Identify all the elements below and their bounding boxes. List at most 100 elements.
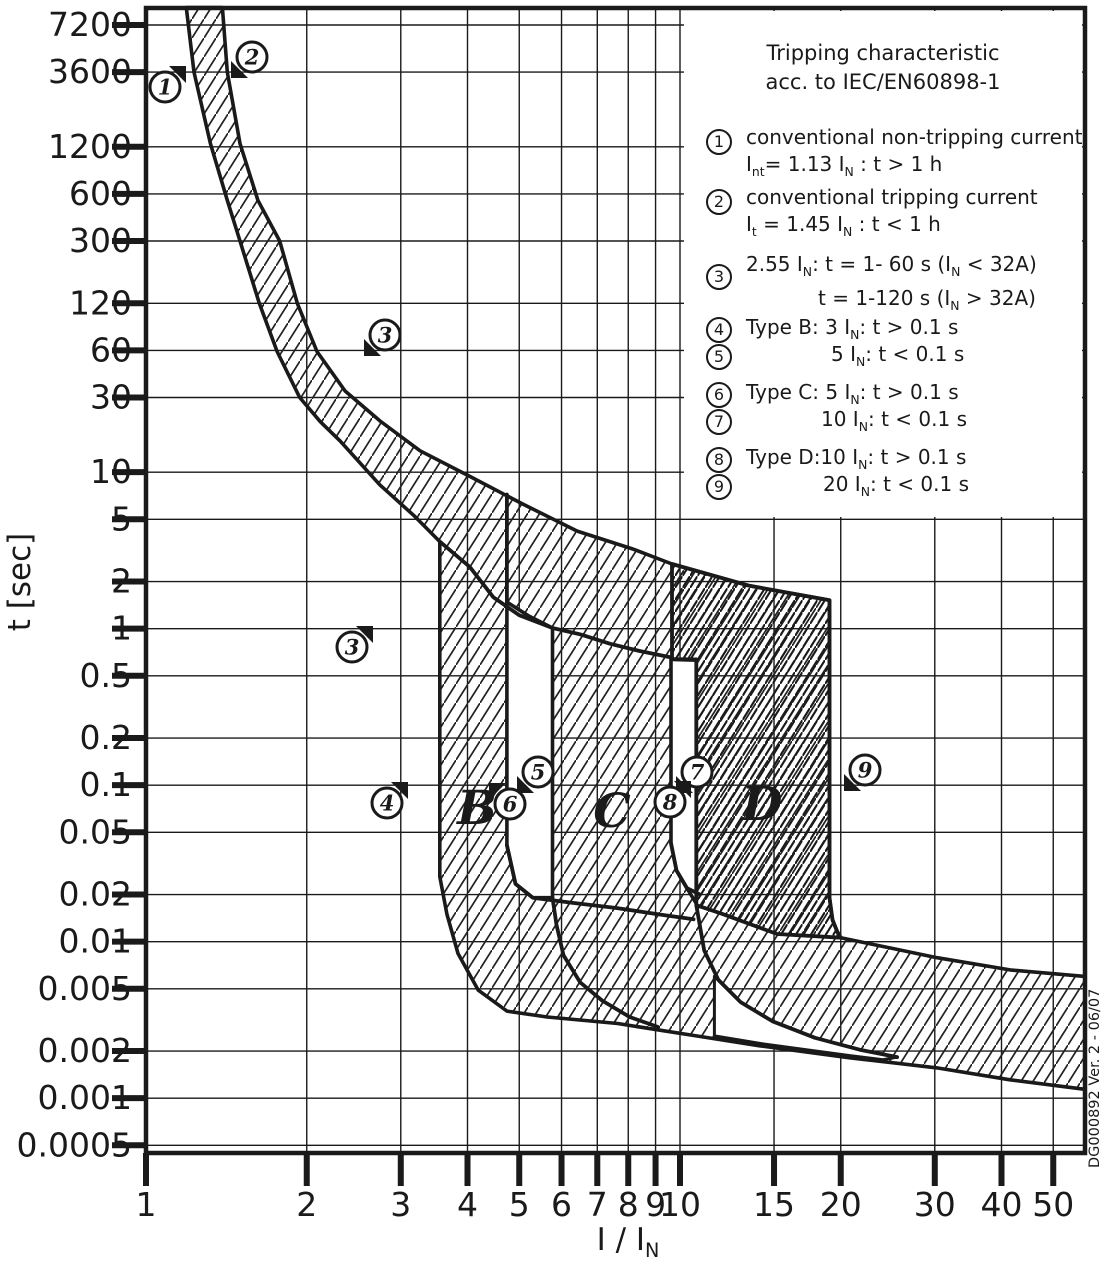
legend-item-line: Type C: 5 IN: t > 0.1 s — [746, 380, 959, 407]
legend-item-number-8: 8 — [706, 447, 732, 473]
x-tick-label: 50 — [1032, 1185, 1074, 1224]
x-tick-label: 1 — [136, 1185, 157, 1224]
white-gap-b-c — [505, 600, 555, 900]
marker-circle — [370, 786, 404, 820]
marker-number: 3 — [345, 635, 360, 660]
legend-item-number-7: 7 — [706, 409, 732, 435]
curve-label-D: D — [740, 777, 783, 832]
marker-flag-icon — [489, 783, 506, 800]
x-tick-label: 15 — [753, 1185, 795, 1224]
legend-item-text-9: 20 IN: t < 0.1 s — [746, 471, 969, 505]
boundary-line-lower-boundary-extension — [437, 539, 673, 660]
thermal-and-bc-band-region — [184, 5, 1087, 1092]
legend-item-line: conventional non-tripping current — [746, 125, 1083, 149]
marker-flag-icon — [674, 781, 691, 798]
legend-item-line: 2.55 IN: t = 1- 60 s (IN < 32A) — [746, 252, 1037, 279]
marker-circle — [521, 755, 555, 789]
x-axis-title: I / IN — [596, 1222, 660, 1263]
marker-5: 5 — [517, 755, 555, 793]
marker-number: 7 — [690, 760, 705, 785]
boundary-line-b-instantaneous-step — [505, 843, 696, 922]
marker-number: 3 — [378, 323, 393, 348]
y-tick-label: 0.2 — [80, 718, 132, 757]
y-tick-label: 60 — [90, 330, 132, 369]
legend-item-number-5: 5 — [706, 344, 732, 370]
x-tick-label: 2 — [296, 1185, 317, 1224]
legend-item-number-1: 1 — [706, 129, 732, 155]
y-tick-label: 120 — [69, 283, 132, 322]
legend-item-line: 5 IN: t < 0.1 s — [831, 342, 965, 369]
marker-2: 2 — [231, 40, 269, 78]
legend-item-line: Type D:10 IN: t > 0.1 s — [746, 445, 967, 472]
marker-flag-icon — [231, 61, 248, 78]
x-tick-label: 20 — [820, 1185, 862, 1224]
y-tick-label: 5 — [111, 499, 132, 538]
legend-item-text-6: Type C: 5 IN: t > 0.1 s — [746, 379, 959, 413]
type-d-band-region — [670, 562, 843, 940]
marker-flag-icon — [844, 774, 861, 791]
y-tick-label: 0.02 — [59, 875, 132, 914]
boundary-lines — [437, 492, 899, 1059]
marker-8: 8 — [653, 781, 691, 819]
marker-flag-icon — [169, 66, 186, 83]
x-tick-label: 3 — [390, 1185, 411, 1224]
axis-ticks — [112, 22, 1057, 1186]
marker-3: 3 — [364, 318, 402, 356]
y-tick-label: 0.002 — [38, 1031, 132, 1070]
boundary-line-c-left-lower-bend — [550, 895, 660, 1029]
marker-flag-icon — [356, 626, 373, 643]
legend-item-line: 10 IN: t < 0.1 s — [821, 407, 967, 434]
y-tick-label: 0.01 — [59, 922, 132, 961]
legend-item-number-6: 6 — [706, 382, 732, 408]
marker-circle — [848, 753, 882, 787]
marker-circle — [235, 40, 269, 74]
x-tick-label: 10 — [659, 1185, 701, 1224]
y-tick-label: 30 — [90, 378, 132, 417]
y-tick-label: 7200 — [48, 5, 132, 44]
y-tick-label: 0.001 — [38, 1078, 132, 1117]
document-version-note: DG000892 Ver. 2 - 06/07 — [1087, 988, 1103, 1168]
legend-item-text-3: 2.55 IN: t = 1- 60 s (IN < 32A) t = 1-120… — [746, 251, 1037, 319]
marker-circle — [335, 630, 369, 664]
marker-circle — [493, 787, 527, 821]
x-tick-label: 6 — [551, 1185, 572, 1224]
x-tick-label: 5 — [509, 1185, 530, 1224]
marker-number: 1 — [158, 75, 173, 100]
marker-3: 3 — [335, 626, 373, 664]
marker-flag-icon — [364, 339, 381, 356]
marker-circle — [680, 755, 714, 789]
marker-7: 7 — [676, 755, 714, 793]
legend-item-number-2: 2 — [706, 189, 732, 215]
y-tick-label: 0.0005 — [17, 1125, 132, 1164]
y-tick-label: 3600 — [48, 52, 132, 91]
legend-item-number-4: 4 — [706, 317, 732, 343]
legend-item-text-5: 5 IN: t < 0.1 s — [746, 341, 964, 375]
y-tick-label: 0.1 — [80, 765, 132, 804]
y-axis-title: t [sec] — [2, 533, 38, 631]
legend-item-text-1: conventional non-tripping current Int= 1.… — [746, 124, 1082, 185]
legend-item-number-3: 3 — [706, 264, 732, 290]
marker-circle — [653, 785, 687, 819]
y-tick-label: 600 — [69, 174, 132, 213]
marker-4: 4 — [370, 782, 408, 820]
legend-item-text-8: Type D:10 IN: t > 0.1 s — [746, 444, 966, 478]
x-tick-label: 7 — [587, 1185, 608, 1224]
legend-item-line: Type B: 3 IN: t > 0.1 s — [746, 315, 959, 342]
y-tick-label: 1200 — [48, 127, 132, 166]
y-tick-label: 300 — [69, 221, 132, 260]
legend-item-text-7: 10 IN: t < 0.1 s — [746, 406, 967, 440]
legend-title-line2: acc. to IEC/EN60898-1 — [765, 70, 1001, 94]
marker-number: 9 — [858, 758, 873, 783]
x-tick-label: 8 — [618, 1185, 639, 1224]
y-tick-label: 1 — [111, 609, 132, 648]
legend-item-number-9: 9 — [706, 474, 732, 500]
legend-item-line: conventional tripping current — [746, 185, 1038, 209]
boundary-line-d-left-lower-bend — [694, 903, 899, 1059]
x-tick-label: 40 — [981, 1185, 1023, 1224]
y-tick-label: 10 — [90, 452, 132, 491]
marker-number: 8 — [662, 790, 678, 815]
x-tick-label: 30 — [914, 1185, 956, 1224]
marker-number: 2 — [244, 45, 260, 70]
legend-item-line: 20 IN: t < 0.1 s — [823, 472, 969, 499]
